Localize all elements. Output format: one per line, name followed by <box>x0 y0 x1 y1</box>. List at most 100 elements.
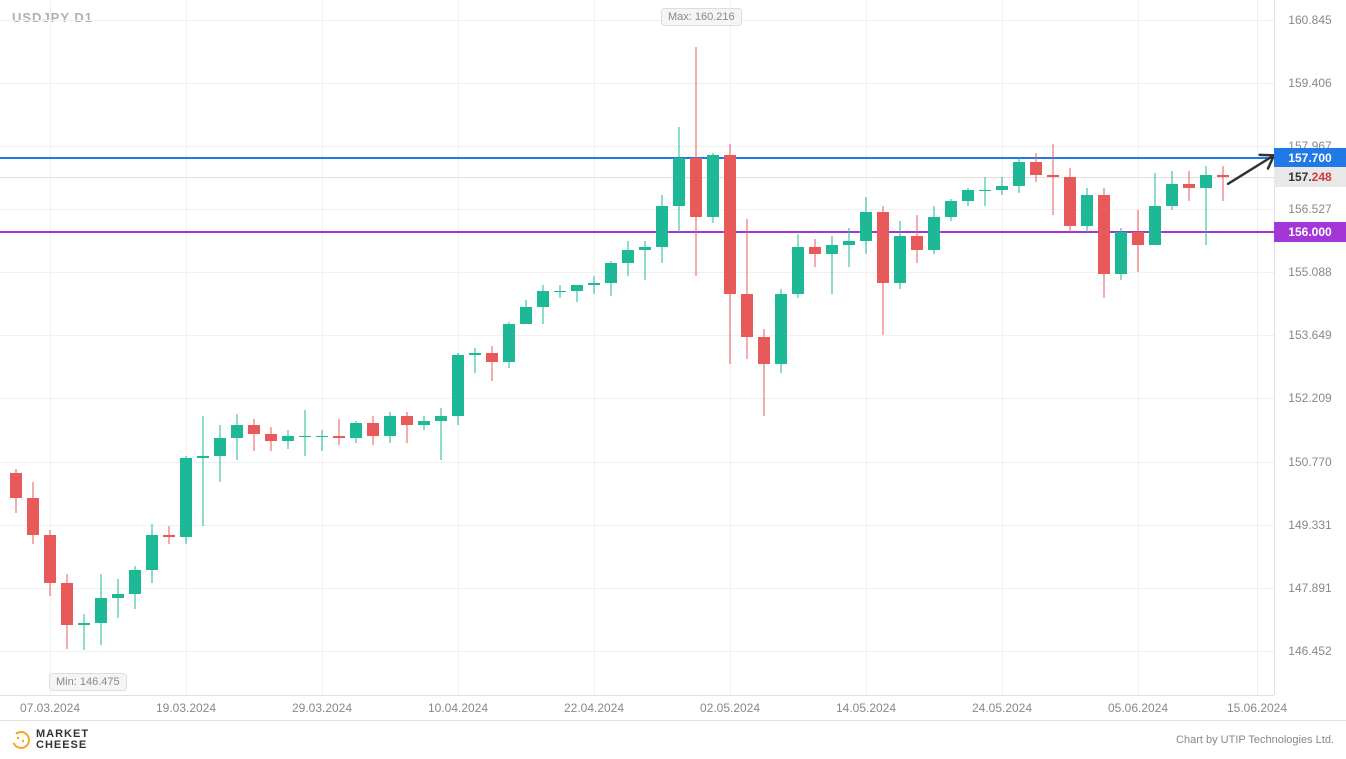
candle <box>1013 0 1025 695</box>
x-tick-label: 05.06.2024 <box>1108 701 1168 715</box>
y-tick-label: 159.406 <box>1274 76 1346 90</box>
price-tag-purple: 156.000 <box>1274 222 1346 242</box>
candle <box>1098 0 1110 695</box>
y-tick-label: 156.527 <box>1274 202 1346 216</box>
candle <box>673 0 685 695</box>
candle <box>537 0 549 695</box>
candle <box>758 0 770 695</box>
candle <box>860 0 872 695</box>
annotation-min: Min: 146.475 <box>49 673 127 691</box>
candle <box>1064 0 1076 695</box>
candle <box>639 0 651 695</box>
price-tag-blue: 157.700 <box>1274 148 1346 168</box>
candle <box>163 0 175 695</box>
y-tick-label: 149.331 <box>1274 518 1346 532</box>
candle <box>724 0 736 695</box>
x-tick-label: 19.03.2024 <box>156 701 216 715</box>
candle <box>656 0 668 695</box>
candle <box>622 0 634 695</box>
x-tick-label: 22.04.2024 <box>564 701 624 715</box>
candle <box>10 0 22 695</box>
candle <box>367 0 379 695</box>
candle <box>61 0 73 695</box>
y-tick-label: 160.845 <box>1274 13 1346 27</box>
y-tick-label: 150.770 <box>1274 455 1346 469</box>
candle <box>1081 0 1093 695</box>
x-tick-label: 24.05.2024 <box>972 701 1032 715</box>
candle <box>894 0 906 695</box>
candle <box>707 0 719 695</box>
x-axis: 07.03.2024 19.03.2024 29.03.2024 10.04.2024… <box>0 695 1274 720</box>
candle <box>520 0 532 695</box>
candle <box>435 0 447 695</box>
candle <box>1132 0 1144 695</box>
candle <box>945 0 957 695</box>
candle <box>180 0 192 695</box>
candle <box>282 0 294 695</box>
y-tick-label: 147.891 <box>1274 581 1346 595</box>
candle <box>792 0 804 695</box>
candle <box>996 0 1008 695</box>
candle <box>1217 0 1229 695</box>
candle <box>265 0 277 695</box>
footer: MARKET CHEESE Chart by UTIP Technologies… <box>0 720 1346 759</box>
candle <box>826 0 838 695</box>
candle <box>1166 0 1178 695</box>
candle <box>1183 0 1195 695</box>
y-tick-label: 155.088 <box>1274 265 1346 279</box>
candle <box>571 0 583 695</box>
candle <box>129 0 141 695</box>
y-axis: 160.845159.406157.967156.527155.088153.6… <box>1274 0 1346 695</box>
chart-container: USDJPY D1 Max: 160.216Min: 146.475 160.8… <box>0 0 1346 759</box>
current-price-tag: 157.248 <box>1274 167 1346 187</box>
attribution: Chart by UTIP Technologies Ltd. <box>1176 734 1334 746</box>
candle <box>350 0 362 695</box>
x-tick-label: 07.03.2024 <box>20 701 80 715</box>
x-tick-label: 10.04.2024 <box>428 701 488 715</box>
candle <box>333 0 345 695</box>
candle <box>741 0 753 695</box>
candle <box>843 0 855 695</box>
candle <box>469 0 481 695</box>
candle <box>1047 0 1059 695</box>
candle <box>554 0 566 695</box>
y-tick-label: 153.649 <box>1274 328 1346 342</box>
candle <box>911 0 923 695</box>
candle <box>27 0 39 695</box>
candle <box>112 0 124 695</box>
candle <box>299 0 311 695</box>
x-tick-label: 15.06.2024 <box>1227 701 1287 715</box>
candle <box>588 0 600 695</box>
x-tick-label: 29.03.2024 <box>292 701 352 715</box>
grid-line-v <box>1257 0 1258 695</box>
candle <box>809 0 821 695</box>
candle <box>44 0 56 695</box>
candle <box>214 0 226 695</box>
candle <box>877 0 889 695</box>
candle <box>418 0 430 695</box>
candle <box>1149 0 1161 695</box>
candle <box>316 0 328 695</box>
candle <box>962 0 974 695</box>
candle <box>384 0 396 695</box>
candle <box>486 0 498 695</box>
logo: MARKET CHEESE <box>12 729 89 751</box>
candle <box>690 0 702 695</box>
candle <box>928 0 940 695</box>
candle <box>503 0 515 695</box>
x-tick-label: 02.05.2024 <box>700 701 760 715</box>
candle <box>1115 0 1127 695</box>
candle <box>78 0 90 695</box>
logo-icon <box>12 731 30 749</box>
annotation-max: Max: 160.216 <box>661 8 742 26</box>
candle <box>452 0 464 695</box>
candle <box>231 0 243 695</box>
candle <box>1200 0 1212 695</box>
chart-plot-area: USDJPY D1 Max: 160.216Min: 146.475 <box>0 0 1274 695</box>
candle <box>248 0 260 695</box>
candle <box>979 0 991 695</box>
candle <box>1030 0 1042 695</box>
candle <box>95 0 107 695</box>
y-tick-label: 152.209 <box>1274 391 1346 405</box>
candle <box>401 0 413 695</box>
